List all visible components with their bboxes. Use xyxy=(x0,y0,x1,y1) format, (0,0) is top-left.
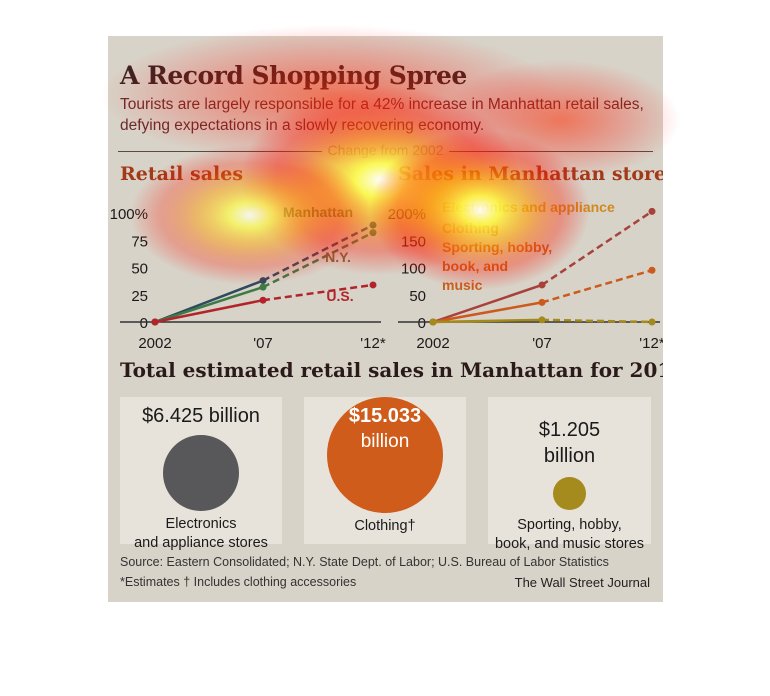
series-line-dashed xyxy=(541,318,653,324)
y-tick-label: 150 xyxy=(401,233,426,250)
bubble-clothing: $15.033 billion xyxy=(327,397,443,513)
card-sporting: $1.205 billion Sporting, hobby, book, an… xyxy=(488,397,651,552)
x-tick-label: '07 xyxy=(253,335,273,352)
series-line-dashed xyxy=(262,283,374,302)
amount-electronics: $6.425 billion xyxy=(142,405,260,427)
series-line-solid xyxy=(154,285,264,324)
y-tick-label: 200% xyxy=(388,206,426,223)
x-tick-label: 2002 xyxy=(416,335,449,352)
line-charts: 100% 75 50 25 0 2002 '07 '12* Manhattan N.Y. U.S. 2… xyxy=(110,199,663,352)
y-tick-label: 75 xyxy=(131,233,148,250)
series-point xyxy=(369,221,377,229)
label-clothing: Clothing† xyxy=(354,518,416,534)
amount-clothing-unit: billion xyxy=(360,431,410,452)
footnote: *Estimates † Includes clothing accessori… xyxy=(120,575,357,589)
label-electronics-2: and appliance stores xyxy=(134,534,268,551)
series-point xyxy=(538,281,546,289)
infographic-panel: A Record Shopping Spree Tourists are lar… xyxy=(108,36,663,602)
series-point xyxy=(648,207,656,215)
series-point xyxy=(259,283,267,291)
series-point xyxy=(369,229,377,237)
y-tick-label: 25 xyxy=(131,288,148,305)
bubble-electronics xyxy=(163,435,239,511)
x-tick-label: '12* xyxy=(360,335,386,352)
series-label-line: Sporting, hobby, xyxy=(442,239,552,255)
series-label-line: music xyxy=(442,277,483,293)
series-point xyxy=(648,266,656,274)
series-label: N.Y. xyxy=(325,249,351,265)
amount-sporting-unit: billion xyxy=(543,445,596,467)
series-point xyxy=(259,277,267,285)
label-electronics-1: Electronics xyxy=(165,515,237,532)
series-line-dashed xyxy=(262,231,374,289)
card-clothing: $15.033 billion Clothing† xyxy=(304,397,466,544)
series-line-solid xyxy=(154,298,264,324)
series-point xyxy=(259,296,267,304)
y-tick-label: 50 xyxy=(409,288,426,305)
series-line-dashed xyxy=(541,210,653,286)
series-point xyxy=(538,298,546,306)
y-tick-label: 100% xyxy=(110,206,148,223)
series-point xyxy=(151,318,159,326)
bubble-sporting xyxy=(553,477,586,510)
label-sporting-2: book, and music stores xyxy=(494,535,645,552)
x-tick-label: '12* xyxy=(639,335,663,352)
card-electronics: $6.425 billion Electronics and appliance… xyxy=(120,397,282,551)
y-tick-label: 100 xyxy=(401,261,426,278)
x-tick-label: '07 xyxy=(532,335,552,352)
series-label-line: book, and xyxy=(442,258,508,274)
series-label: Sporting, hobby, book, and music xyxy=(442,239,552,293)
series-label: U.S. xyxy=(326,288,353,304)
series-line-solid xyxy=(432,283,543,324)
series-line-dashed xyxy=(541,269,653,304)
series-label: Clothing xyxy=(442,220,499,236)
label-sporting-1: Sporting, hobby, xyxy=(517,516,622,533)
series-line-solid xyxy=(432,318,543,324)
source-note: Source: Eastern Consolidated; N.Y. State… xyxy=(120,555,609,569)
series-label: Manhattan xyxy=(283,204,353,220)
series-line-dashed xyxy=(262,223,374,282)
y-tick-label: 0 xyxy=(418,315,426,332)
series-point xyxy=(369,281,377,289)
x-tick-label: 2002 xyxy=(138,335,171,352)
amount-clothing: $15.033 xyxy=(348,405,422,427)
series-line-solid xyxy=(432,301,543,324)
series-point xyxy=(538,316,546,324)
total-sales-title: Total estimated retail sales in Manhatta… xyxy=(120,358,663,382)
publisher-credit: The Wall Street Journal xyxy=(514,575,650,590)
series-point xyxy=(429,318,437,326)
y-tick-label: 50 xyxy=(131,261,148,278)
series-label: Electronics and appliance xyxy=(442,199,615,215)
amount-sporting: $1.205 xyxy=(538,419,601,441)
y-tick-label: 0 xyxy=(140,315,148,332)
series-point xyxy=(648,318,656,326)
